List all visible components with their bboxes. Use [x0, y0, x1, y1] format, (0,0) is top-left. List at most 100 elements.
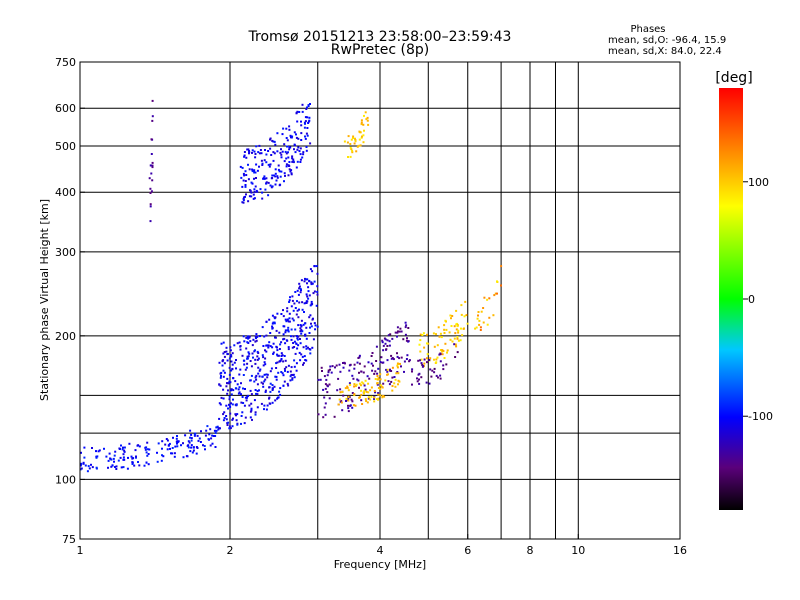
data-point — [275, 179, 278, 182]
data-point — [220, 371, 223, 374]
data-point — [227, 407, 229, 410]
data-point — [238, 391, 241, 394]
data-point — [234, 387, 237, 390]
data-point — [322, 388, 325, 391]
colorbar-tick-label: 0 — [748, 293, 755, 306]
data-point — [379, 384, 382, 387]
data-point — [338, 398, 341, 401]
data-point — [151, 115, 154, 118]
colorbar-tick-label: -100 — [748, 410, 773, 423]
data-point — [439, 374, 442, 377]
data-point — [263, 380, 266, 383]
data-point — [277, 168, 280, 171]
data-point — [304, 322, 306, 325]
data-point — [256, 190, 259, 193]
data-point — [206, 425, 209, 428]
data-point — [422, 365, 425, 367]
data-point — [245, 336, 248, 339]
data-point — [244, 195, 246, 198]
data-point — [304, 135, 306, 138]
data-point — [384, 338, 387, 341]
data-point — [374, 378, 377, 380]
data-point — [381, 396, 384, 399]
data-point — [275, 362, 278, 365]
data-point — [477, 314, 479, 317]
data-point — [273, 322, 276, 325]
data-point — [292, 373, 295, 376]
data-point — [291, 317, 294, 320]
data-point — [295, 112, 298, 115]
data-point — [357, 379, 360, 382]
data-point — [209, 444, 212, 447]
data-point — [442, 350, 445, 352]
data-point — [253, 190, 256, 193]
data-point — [299, 330, 302, 333]
data-point — [258, 389, 260, 392]
data-point — [260, 159, 263, 162]
data-point — [272, 321, 275, 324]
data-point — [419, 350, 422, 353]
data-point — [324, 387, 327, 390]
data-point — [249, 189, 252, 192]
data-point — [243, 404, 246, 407]
data-point — [274, 399, 277, 402]
data-point — [301, 301, 304, 304]
data-point — [243, 174, 246, 177]
data-point — [390, 370, 393, 372]
data-point — [284, 342, 287, 345]
data-point — [345, 400, 347, 402]
data-point — [223, 362, 226, 365]
data-point — [297, 146, 300, 149]
data-point — [287, 329, 290, 332]
data-point — [249, 360, 252, 362]
data-point — [195, 452, 198, 455]
data-point — [198, 437, 201, 440]
data-point — [269, 332, 272, 334]
data-point — [310, 283, 313, 286]
data-point — [291, 346, 294, 349]
data-point — [296, 120, 299, 123]
data-point — [222, 388, 225, 391]
data-point — [323, 375, 326, 378]
data-point — [151, 161, 154, 164]
data-point — [310, 322, 312, 325]
data-point — [219, 376, 222, 379]
data-point — [308, 348, 311, 350]
data-point — [237, 392, 240, 395]
data-point — [211, 434, 214, 437]
data-point — [190, 446, 193, 449]
data-point — [363, 384, 366, 387]
data-point — [255, 145, 258, 148]
data-point — [292, 319, 295, 322]
data-point — [305, 146, 308, 148]
data-point — [348, 369, 351, 372]
data-point — [300, 139, 303, 141]
data-point — [156, 451, 158, 454]
data-point — [267, 346, 270, 349]
data-point — [276, 132, 279, 135]
data-point — [234, 413, 237, 416]
data-point — [460, 304, 463, 307]
data-point — [305, 149, 308, 152]
data-point — [261, 326, 264, 329]
data-point — [276, 175, 279, 178]
data-point — [344, 387, 347, 390]
data-point — [286, 139, 289, 142]
data-point — [433, 367, 436, 370]
data-point — [293, 144, 296, 147]
data-point — [324, 402, 327, 405]
data-point — [239, 348, 242, 351]
data-point — [219, 384, 222, 387]
data-point — [171, 447, 174, 449]
data-point — [248, 336, 251, 339]
data-point — [288, 165, 290, 167]
data-point — [276, 361, 279, 364]
data-point — [396, 331, 399, 334]
data-point — [301, 330, 304, 333]
data-point — [223, 355, 226, 358]
data-point — [420, 376, 423, 379]
data-point — [455, 309, 458, 312]
data-point — [351, 392, 354, 394]
data-point — [353, 393, 356, 396]
data-point — [346, 385, 349, 388]
